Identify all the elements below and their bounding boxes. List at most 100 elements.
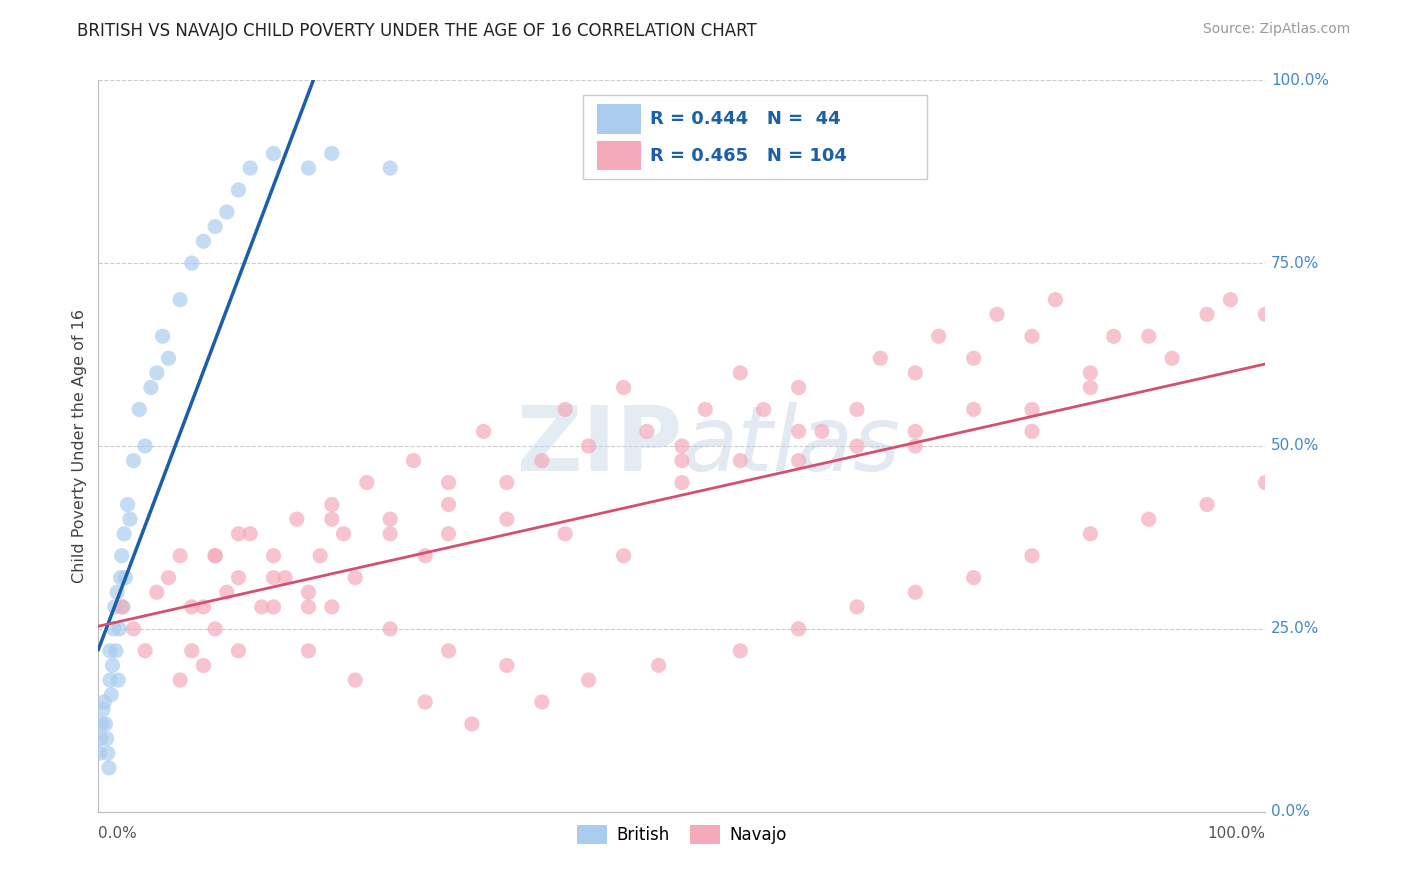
Point — [461, 717, 484, 731]
Point — [437, 644, 460, 658]
Point — [105, 585, 128, 599]
Point — [787, 453, 810, 467]
Text: atlas: atlas — [682, 402, 900, 490]
Point — [846, 402, 869, 417]
Point — [530, 695, 553, 709]
Point — [344, 673, 367, 687]
Point — [101, 658, 124, 673]
Text: 0.0%: 0.0% — [98, 826, 138, 841]
Point — [111, 599, 134, 614]
Text: 0.0%: 0.0% — [1271, 805, 1310, 819]
Point — [344, 571, 367, 585]
Point — [1137, 329, 1160, 343]
Point — [472, 425, 495, 439]
Point — [204, 219, 226, 234]
Point — [496, 658, 519, 673]
Y-axis label: Child Poverty Under the Age of 16: Child Poverty Under the Age of 16 — [72, 309, 87, 583]
Point — [613, 549, 636, 563]
Point — [228, 526, 250, 541]
Point — [157, 351, 180, 366]
Point — [193, 599, 215, 614]
Point — [97, 761, 120, 775]
FancyBboxPatch shape — [582, 95, 927, 179]
Point — [578, 439, 600, 453]
Point — [554, 402, 576, 417]
FancyBboxPatch shape — [596, 104, 641, 134]
Point — [94, 717, 117, 731]
Point — [904, 439, 927, 453]
Text: ZIP: ZIP — [517, 402, 682, 490]
Point — [904, 425, 927, 439]
Point — [89, 746, 111, 760]
Point — [671, 439, 693, 453]
Text: 75.0%: 75.0% — [1271, 256, 1320, 270]
Point — [180, 599, 202, 614]
Text: BRITISH VS NAVAJO CHILD POVERTY UNDER THE AGE OF 16 CORRELATION CHART: BRITISH VS NAVAJO CHILD POVERTY UNDER TH… — [77, 22, 756, 40]
Point — [274, 571, 297, 585]
Point — [321, 146, 343, 161]
Point — [250, 599, 273, 614]
Point — [139, 380, 162, 394]
Point — [671, 475, 693, 490]
Point — [402, 453, 425, 467]
Point — [530, 453, 553, 467]
Point — [91, 702, 114, 716]
Point — [647, 658, 669, 673]
Point — [110, 571, 132, 585]
Point — [239, 526, 262, 541]
Point — [437, 526, 460, 541]
Point — [1161, 351, 1184, 366]
Point — [1021, 329, 1043, 343]
Point — [98, 673, 121, 687]
Point — [112, 526, 135, 541]
Point — [1045, 293, 1067, 307]
Point — [730, 453, 752, 467]
Point — [787, 622, 810, 636]
Point — [904, 585, 927, 599]
Point — [1137, 512, 1160, 526]
Point — [1102, 329, 1125, 343]
Point — [752, 402, 775, 417]
Point — [215, 205, 238, 219]
Point — [1254, 475, 1277, 490]
Point — [413, 549, 436, 563]
Point — [321, 498, 343, 512]
Point — [204, 549, 226, 563]
Point — [90, 717, 112, 731]
Point — [104, 599, 127, 614]
Point — [787, 425, 810, 439]
Point — [104, 644, 127, 658]
Point — [1254, 307, 1277, 321]
Point — [100, 688, 122, 702]
Text: Source: ZipAtlas.com: Source: ZipAtlas.com — [1202, 22, 1350, 37]
Point — [554, 526, 576, 541]
Point — [97, 746, 120, 760]
Point — [134, 439, 156, 453]
Point — [1021, 425, 1043, 439]
Point — [103, 622, 125, 636]
Point — [297, 161, 319, 175]
Point — [332, 526, 354, 541]
Point — [157, 571, 180, 585]
Point — [846, 439, 869, 453]
Point — [1195, 498, 1218, 512]
Point — [193, 234, 215, 248]
Text: R = 0.444   N =  44: R = 0.444 N = 44 — [651, 110, 841, 128]
Text: R = 0.465   N = 104: R = 0.465 N = 104 — [651, 146, 848, 165]
Point — [204, 549, 226, 563]
Point — [496, 512, 519, 526]
Point — [122, 622, 145, 636]
Point — [321, 599, 343, 614]
Point — [730, 644, 752, 658]
Point — [962, 351, 984, 366]
Point — [578, 673, 600, 687]
Point — [437, 475, 460, 490]
Point — [114, 571, 136, 585]
Text: 25.0%: 25.0% — [1271, 622, 1320, 636]
Point — [262, 146, 284, 161]
Point — [636, 425, 658, 439]
Point — [152, 329, 174, 343]
Point — [1080, 526, 1102, 541]
Point — [380, 622, 402, 636]
Point — [228, 644, 250, 658]
